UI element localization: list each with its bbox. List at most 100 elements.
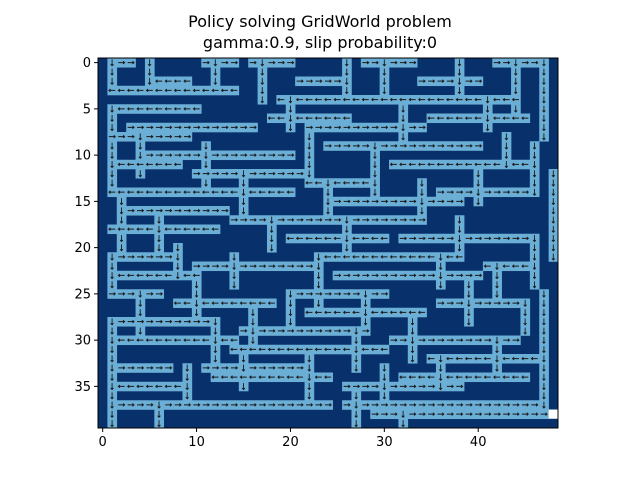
policy-arrow bbox=[108, 88, 116, 93]
policy-arrow bbox=[446, 144, 454, 148]
policy-arrow bbox=[467, 290, 471, 298]
policy-arrow bbox=[361, 255, 369, 259]
policy-arrow bbox=[371, 218, 379, 222]
policy-arrow bbox=[324, 218, 332, 222]
policy-arrow bbox=[194, 309, 199, 317]
policy-arrow bbox=[485, 114, 490, 123]
policy-arrow bbox=[137, 208, 145, 213]
policy-arrow bbox=[362, 403, 370, 407]
policy-arrow bbox=[446, 190, 454, 194]
policy-arrow bbox=[437, 190, 445, 194]
policy-arrow bbox=[410, 355, 415, 363]
policy-arrow bbox=[126, 227, 135, 231]
policy-arrow bbox=[155, 292, 163, 296]
policy-arrow bbox=[531, 403, 539, 407]
policy-arrow bbox=[110, 401, 114, 409]
policy-arrow bbox=[155, 79, 163, 83]
policy-arrow bbox=[542, 392, 546, 400]
policy-arrow bbox=[232, 272, 236, 280]
policy-arrow bbox=[202, 338, 210, 342]
policy-arrow bbox=[521, 60, 530, 65]
policy-arrow bbox=[110, 383, 114, 391]
policy-arrow bbox=[249, 403, 257, 407]
policy-arrow bbox=[185, 373, 189, 382]
policy-arrow bbox=[251, 318, 255, 326]
policy-arrow bbox=[174, 125, 182, 130]
policy-arrow bbox=[352, 218, 361, 222]
policy-arrow bbox=[343, 292, 351, 296]
policy-arrow bbox=[464, 116, 473, 120]
policy-arrow bbox=[117, 88, 125, 93]
policy-arrow bbox=[277, 375, 285, 379]
policy-arrow bbox=[504, 151, 509, 160]
policy-arrow bbox=[418, 144, 426, 148]
policy-arrow bbox=[457, 77, 462, 86]
policy-arrow bbox=[410, 327, 415, 335]
policy-arrow bbox=[211, 301, 219, 305]
policy-arrow bbox=[438, 383, 443, 391]
policy-arrow bbox=[401, 410, 405, 419]
policy-arrow bbox=[155, 384, 163, 389]
policy-arrow bbox=[467, 318, 471, 326]
policy-arrow bbox=[428, 412, 436, 416]
policy-arrow bbox=[145, 227, 153, 231]
policy-arrow bbox=[239, 375, 247, 379]
policy-arrow bbox=[382, 364, 387, 372]
policy-arrow bbox=[324, 116, 332, 120]
policy-arrow bbox=[455, 162, 463, 167]
policy-arrow bbox=[484, 190, 492, 194]
policy-arrow bbox=[551, 179, 556, 187]
policy-arrow bbox=[521, 403, 530, 407]
policy-arrow bbox=[523, 309, 527, 317]
policy-arrow bbox=[542, 114, 546, 123]
policy-arrow bbox=[316, 299, 321, 308]
policy-arrow bbox=[502, 97, 510, 102]
policy-arrow bbox=[371, 60, 379, 65]
policy-arrow bbox=[437, 79, 445, 83]
policy-arrow bbox=[241, 179, 246, 187]
policy-arrow bbox=[408, 255, 416, 259]
policy-arrow bbox=[390, 412, 398, 416]
policy-arrow bbox=[418, 218, 426, 222]
policy-arrow bbox=[194, 299, 199, 308]
policy-arrow bbox=[230, 125, 239, 130]
policy-arrow bbox=[193, 403, 201, 407]
policy-arrow bbox=[390, 273, 398, 278]
y-tick-label: 0 bbox=[83, 56, 91, 71]
policy-arrow bbox=[333, 347, 341, 352]
policy-arrow bbox=[241, 364, 246, 372]
policy-arrow bbox=[108, 227, 116, 231]
policy-arrow bbox=[118, 255, 126, 259]
policy-arrow bbox=[220, 375, 228, 379]
policy-arrow bbox=[240, 329, 248, 333]
policy-arrow bbox=[295, 375, 304, 379]
policy-arrow bbox=[531, 60, 539, 65]
policy-arrow bbox=[532, 188, 537, 197]
policy-arrow bbox=[373, 142, 377, 150]
x-tick-label: 40 bbox=[470, 435, 487, 450]
policy-arrow bbox=[211, 227, 219, 231]
policy-arrow bbox=[212, 171, 220, 176]
policy-arrow bbox=[380, 97, 388, 102]
policy-arrow bbox=[138, 142, 142, 150]
policy-arrow bbox=[286, 375, 294, 379]
policy-arrow bbox=[157, 420, 161, 428]
policy-arrow bbox=[249, 375, 257, 379]
policy-arrow bbox=[157, 225, 161, 234]
policy-arrow bbox=[484, 236, 492, 241]
policy-arrow bbox=[296, 264, 304, 268]
policy-arrow bbox=[202, 366, 210, 370]
policy-arrow bbox=[146, 153, 154, 157]
policy-arrow bbox=[277, 366, 285, 370]
policy-arrow bbox=[268, 60, 276, 65]
policy-arrow bbox=[183, 301, 191, 305]
policy-arrow bbox=[399, 97, 407, 102]
policy-arrow bbox=[410, 346, 415, 354]
policy-arrow bbox=[164, 384, 172, 389]
policy-arrow bbox=[306, 218, 314, 222]
policy-arrow bbox=[464, 356, 473, 361]
policy-arrow bbox=[495, 272, 499, 280]
policy-arrow bbox=[277, 329, 285, 333]
policy-arrow bbox=[127, 208, 135, 213]
policy-arrow bbox=[212, 153, 220, 157]
